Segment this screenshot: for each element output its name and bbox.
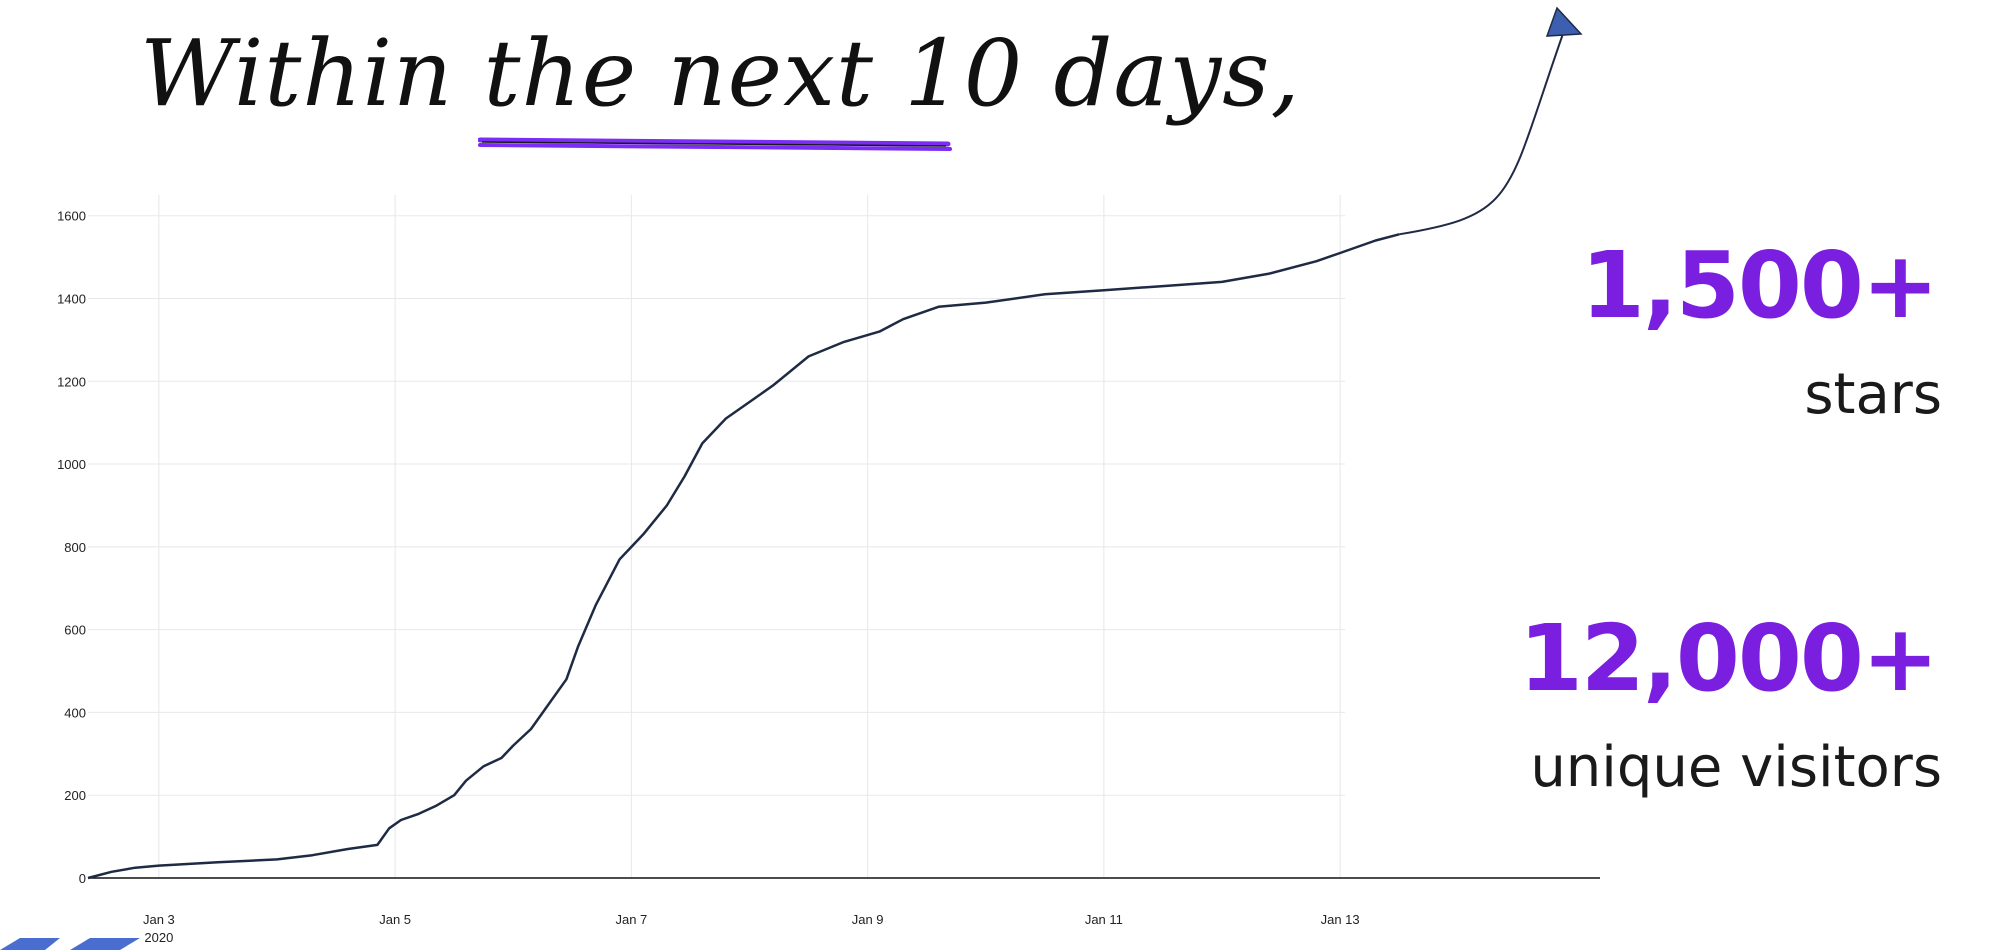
y-tick-label: 400	[64, 705, 86, 720]
headline: Within the next 10 days,	[140, 20, 1301, 127]
y-tick-label: 800	[64, 540, 86, 555]
corner-logo	[0, 938, 140, 950]
x-tick-sublabel: 2020	[144, 930, 173, 945]
y-tick-label: 0	[79, 871, 86, 886]
projection-arrow	[1399, 27, 1566, 236]
y-tick-label: 600	[64, 623, 86, 638]
x-tick-label: Jan 5	[379, 912, 411, 927]
stars-label: stars	[1804, 362, 1942, 427]
x-tick-label: Jan 13	[1321, 912, 1360, 927]
visitors-count: 12,000+	[1518, 605, 1939, 712]
y-tick-label: 1200	[57, 374, 86, 389]
visitors-label: unique visitors	[1530, 735, 1942, 800]
stars-count: 1,500+	[1580, 232, 1939, 339]
arrow-head-icon	[1545, 6, 1583, 37]
x-tick-label: Jan 7	[615, 912, 647, 927]
y-tick-label: 200	[64, 788, 86, 803]
y-tick-label: 1000	[57, 457, 86, 472]
headline-underline	[478, 137, 952, 151]
y-tick-label: 1400	[57, 291, 86, 306]
x-tick-label: Jan 3	[143, 912, 175, 927]
stars-line	[87, 233, 1400, 880]
x-tick-label: Jan 11	[1085, 912, 1123, 927]
y-tick-label: 1600	[57, 209, 86, 224]
x-tick-label: Jan 9	[852, 912, 884, 927]
